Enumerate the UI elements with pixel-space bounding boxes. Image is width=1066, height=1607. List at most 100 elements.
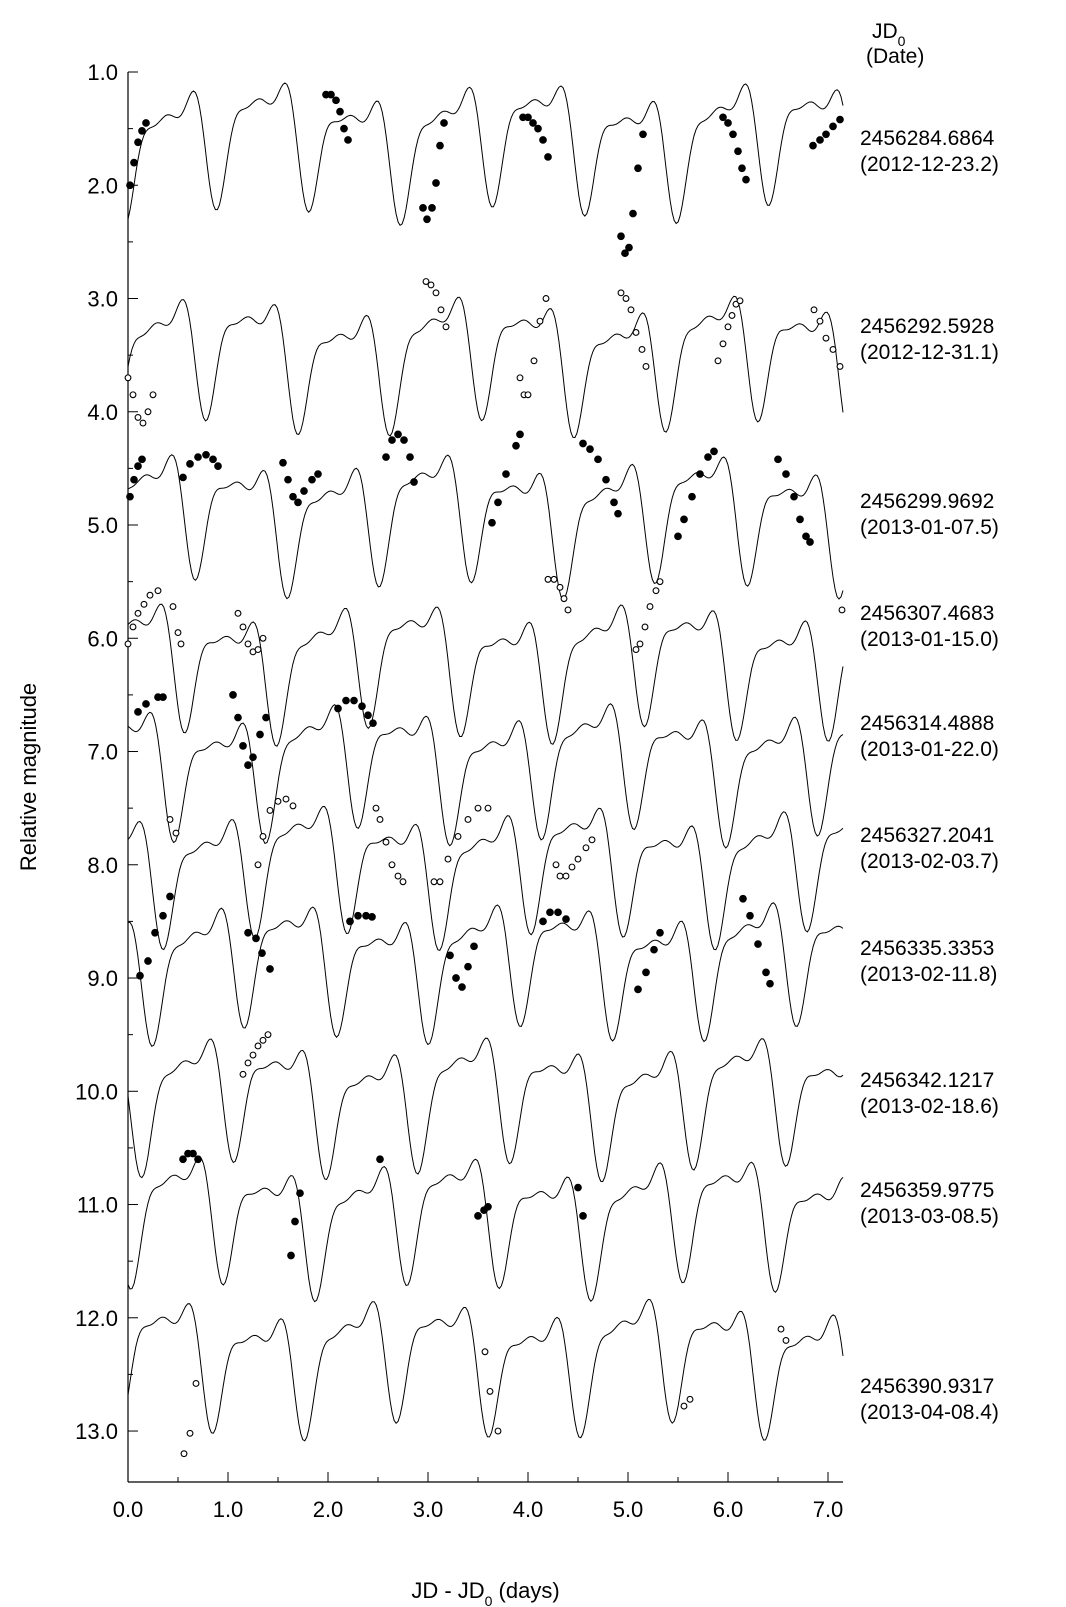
observation-point: [294, 498, 302, 507]
series-5: 2456327.2041 (2013-02-03.7): [127, 795, 999, 952]
observation-point: [284, 475, 292, 484]
observation-point: [239, 742, 247, 750]
model-curve: [127, 1037, 844, 1183]
observation-point: [151, 928, 159, 937]
observation-point: [829, 346, 837, 353]
observation-point: [714, 357, 722, 365]
observation-point: [354, 911, 362, 920]
y-axis-label: Relative magnitude: [16, 683, 41, 871]
observation-point: [782, 1336, 790, 1344]
observation-point: [368, 913, 376, 921]
x-tick-label: 6.0: [713, 1497, 744, 1522]
observation-point: [159, 911, 167, 920]
observation-point: [625, 243, 633, 252]
observation-point: [372, 804, 380, 812]
observation-point: [432, 179, 440, 187]
observation-point: [172, 829, 180, 837]
observation-point: [308, 475, 316, 484]
observation-point: [680, 1402, 688, 1410]
series-6: 2456335.3353 (2013-02-11.8): [128, 892, 997, 1047]
observation-point: [632, 329, 640, 336]
observation-point: [350, 696, 358, 705]
epoch-jd0-label: 2456342.1217: [860, 1069, 994, 1092]
observation-point: [656, 578, 664, 586]
observation-point: [134, 609, 142, 617]
observation-point: [446, 951, 454, 960]
epoch-jd0-label: 2456390.9317: [860, 1375, 994, 1398]
y-tick-label: 3.0: [87, 287, 118, 312]
observation-point: [516, 374, 524, 382]
series-7: 2456342.1217 (2013-02-18.6): [127, 1031, 999, 1183]
series-0: 2456284.6864 (2012-12-23.2): [126, 82, 999, 258]
observation-point: [259, 634, 267, 642]
observation-point: [696, 470, 704, 478]
observation-point: [332, 96, 340, 105]
y-tick-label: 4.0: [87, 400, 118, 425]
observation-point: [464, 816, 472, 823]
model-curve: [127, 805, 844, 952]
observation-point: [738, 164, 746, 173]
observation-point: [582, 844, 590, 852]
observation-point: [444, 855, 452, 863]
series-8: 2456359.9775 (2013-03-08.5): [127, 1149, 999, 1303]
observation-point: [289, 492, 297, 501]
observation-point: [516, 430, 524, 439]
observation-point: [274, 797, 282, 805]
observation-point: [244, 1059, 252, 1067]
observation-point: [739, 894, 747, 903]
model-curve: [127, 295, 844, 439]
model-curve: [127, 603, 844, 747]
observation-point: [728, 312, 736, 319]
observation-point: [254, 861, 262, 869]
observation-point: [249, 753, 257, 762]
observation-point: [829, 122, 837, 131]
observation-point: [138, 455, 146, 464]
observation-point: [802, 532, 810, 541]
observation-point: [766, 979, 774, 988]
observation-point: [344, 136, 352, 144]
observation-point: [656, 928, 664, 937]
observation-point: [524, 113, 532, 122]
observation-point: [777, 1325, 785, 1333]
observation-point: [636, 640, 644, 648]
observation-point: [134, 462, 142, 470]
observation-point: [289, 802, 297, 810]
observation-point: [494, 1427, 502, 1435]
observation-point: [144, 408, 152, 416]
epoch-jd0-label: 2456292.5928: [860, 315, 994, 338]
observation-point: [836, 363, 844, 370]
observation-point: [382, 838, 390, 846]
observation-point: [340, 124, 348, 133]
observation-point: [428, 204, 436, 212]
observation-point: [536, 317, 544, 325]
observation-point: [796, 515, 804, 524]
y-tick-label: 6.0: [87, 626, 118, 651]
model-curve: [127, 1156, 844, 1303]
observation-point: [259, 1036, 267, 1044]
observation-point: [174, 629, 182, 637]
observation-point: [437, 306, 445, 314]
observation-point: [194, 1155, 202, 1164]
observation-point: [579, 439, 587, 448]
observation-point: [166, 816, 174, 823]
x-tick-label: 2.0: [313, 1497, 344, 1522]
observation-point: [617, 289, 625, 297]
observation-point: [440, 119, 448, 127]
epoch-date-label: (2013-02-11.8): [860, 963, 997, 986]
observation-point: [410, 478, 418, 486]
observation-point: [234, 609, 242, 617]
observation-point: [542, 295, 550, 302]
legend-header-jd: JD0: [872, 20, 906, 49]
observation-point: [544, 153, 552, 161]
observation-point: [550, 575, 558, 583]
epoch-jd0-label: 2456335.3353: [860, 937, 994, 960]
observation-point: [149, 391, 157, 399]
x-tick-label: 1.0: [213, 1497, 244, 1522]
epoch-date-label: (2012-12-23.2): [860, 153, 999, 176]
observation-point: [419, 204, 427, 212]
observation-point: [809, 141, 817, 150]
observation-point: [129, 623, 137, 631]
observation-point: [154, 587, 162, 595]
observation-point: [481, 1348, 489, 1356]
y-tick-label: 5.0: [87, 513, 118, 538]
